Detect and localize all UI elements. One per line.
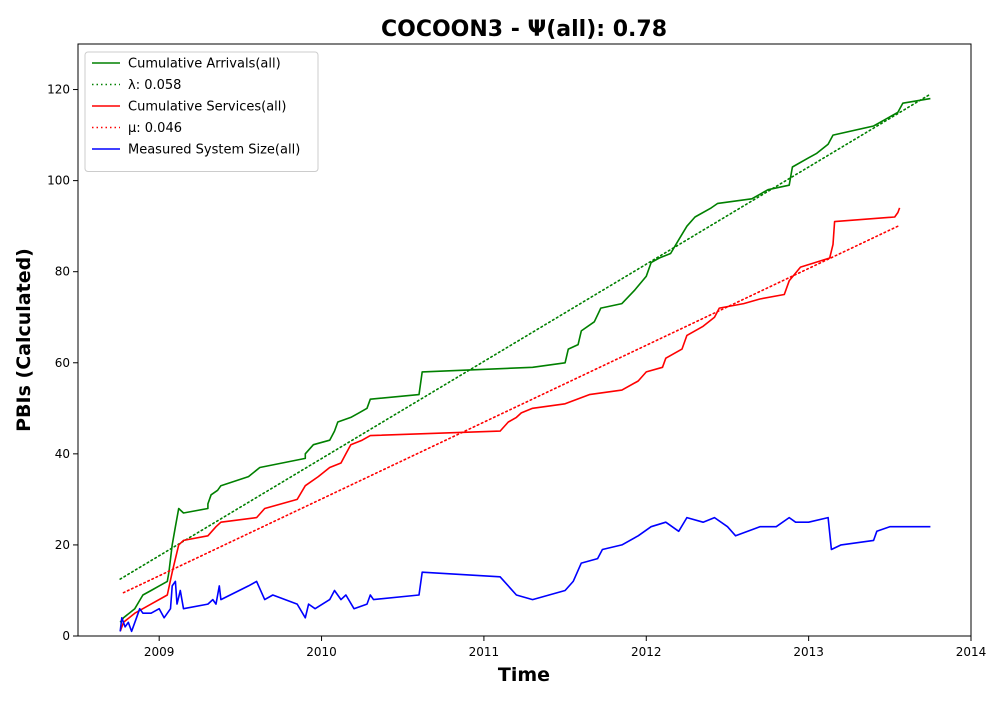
y-tick-label: 60 — [55, 356, 70, 370]
x-tick-label: 2013 — [793, 645, 824, 659]
series-line-1 — [119, 97, 931, 623]
x-tick-label: 2010 — [306, 645, 337, 659]
axes-layer: 2009 2010 2011 2012 2013 2014 0 20 40 60 80 100 120 — [47, 83, 986, 659]
legend-label: Cumulative Services(all) — [128, 100, 286, 115]
legend-label: Measured System Size(all) — [128, 143, 300, 158]
y-tick-label: 40 — [55, 447, 70, 461]
series-line-2 — [119, 93, 932, 580]
legend-box — [84, 51, 319, 172]
y-tick-label: 0 — [62, 629, 70, 643]
plot-frame — [77, 43, 972, 637]
x-tick-label: 2012 — [631, 645, 662, 659]
x-tick-label: 2011 — [469, 645, 500, 659]
x-axis-label: Time — [498, 664, 550, 686]
legend-label: λ: 0.058 — [128, 78, 181, 93]
series-layer — [119, 93, 932, 633]
legend-label: Cumulative Arrivals(all) — [128, 57, 281, 72]
legend-label: μ: 0.046 — [128, 121, 182, 136]
x-tick-label: 2014 — [956, 645, 987, 659]
x-tick-label: 2009 — [144, 645, 175, 659]
series-line-5 — [119, 516, 931, 633]
legend: Cumulative Arrivals(all) λ: 0.058 Cumulati… — [84, 51, 319, 172]
y-tick-label: 100 — [47, 174, 70, 188]
series-line-4 — [122, 225, 899, 594]
series-line-3 — [119, 207, 901, 632]
y-tick-label: 20 — [55, 538, 70, 552]
y-axis-label: PBIs (Calculated) — [13, 248, 35, 432]
y-tick-label: 120 — [47, 83, 70, 97]
chart-title: COCOON3 - Ψ(all): 0.78 — [381, 17, 667, 42]
y-tick-label: 80 — [55, 265, 70, 279]
